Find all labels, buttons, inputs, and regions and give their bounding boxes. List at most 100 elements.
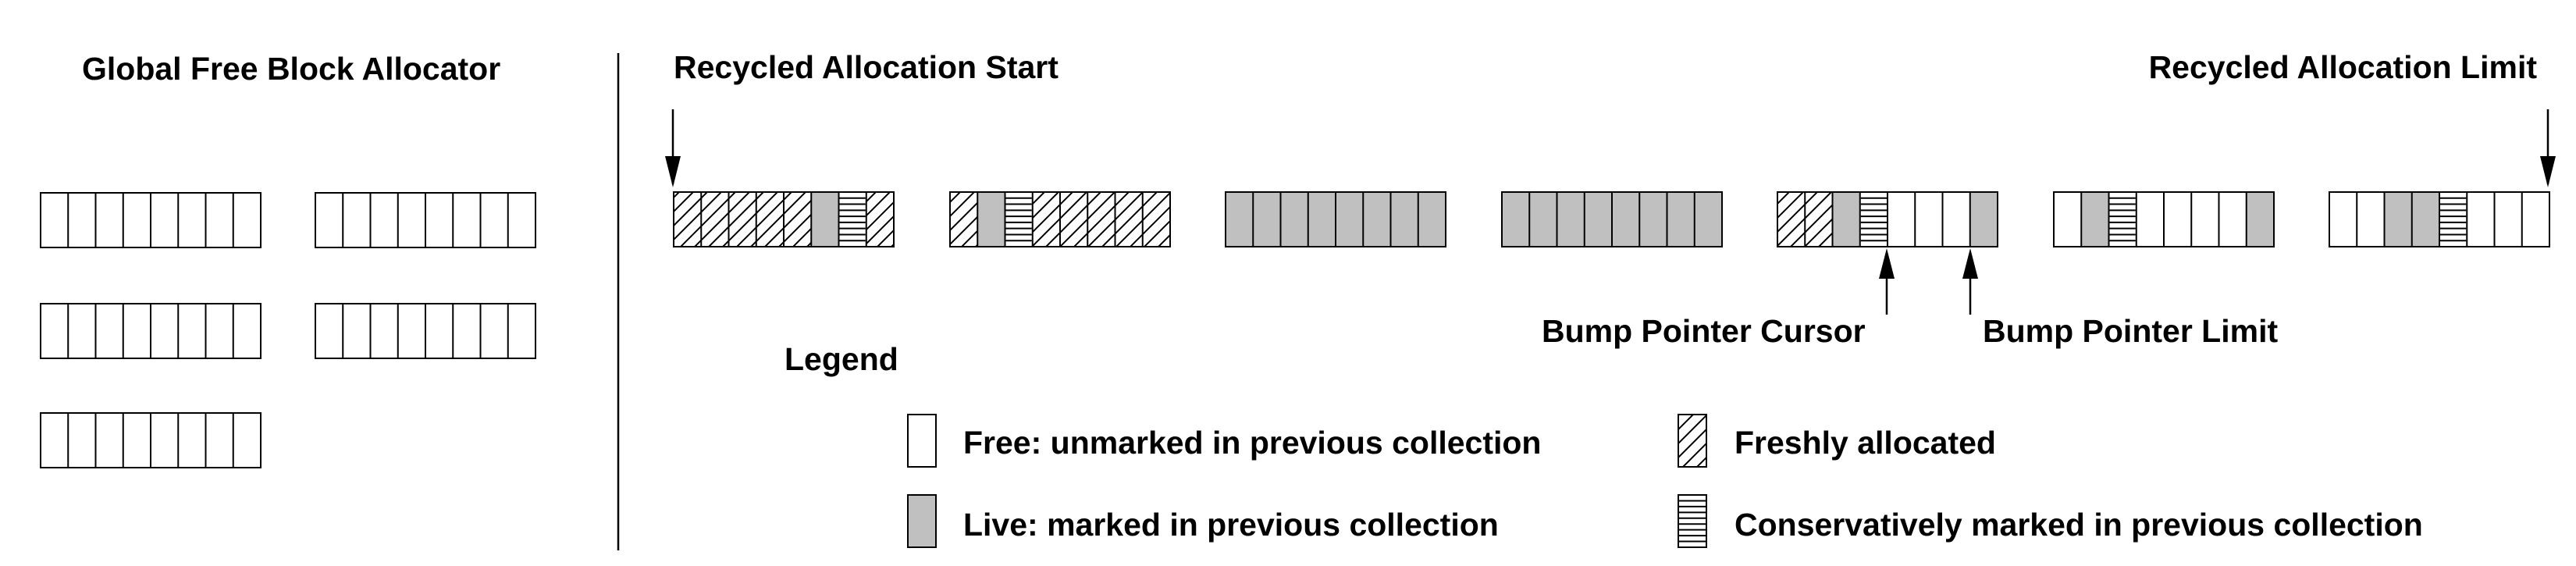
line-cell-free	[2054, 192, 2082, 247]
line-cell-fresh	[1777, 192, 1806, 247]
line-cell-free	[2136, 192, 2164, 247]
recycled-block-list	[673, 191, 2550, 247]
legend-label-free: Free: unmarked in previous collection	[963, 425, 1541, 461]
bump-pointer-cursor-label: Bump Pointer Cursor	[1542, 313, 1866, 349]
line-cell-live	[2246, 192, 2274, 247]
line-cell-free	[68, 193, 96, 247]
legend-item-fresh: Freshly allocated	[1678, 414, 1996, 468]
free-block	[315, 192, 536, 248]
line-cell-free	[480, 304, 508, 358]
line-cell-live	[1390, 192, 1418, 247]
line-cell-free	[123, 193, 151, 247]
line-cell-free	[1915, 192, 1943, 247]
legend-swatch-conservative	[1678, 494, 1707, 548]
line-cell-live	[1584, 192, 1612, 247]
line-cell-free	[1888, 192, 1916, 247]
bump-pointer-cursor-arrow	[1879, 248, 1895, 315]
line-cell-live	[811, 192, 839, 247]
line-cell-free	[343, 193, 371, 247]
line-cell-live	[1832, 192, 1860, 247]
line-cell-free	[453, 193, 481, 247]
line-cell-free	[1942, 192, 1970, 247]
line-cell-live	[1418, 192, 1446, 247]
line-cell-free	[95, 304, 123, 358]
recycled-block	[1225, 191, 1446, 247]
line-cell-conservative	[1005, 192, 1033, 247]
line-cell-free	[2521, 192, 2549, 247]
line-cell-conservative	[838, 192, 866, 247]
line-cell-free	[95, 413, 123, 468]
line-cell-live	[1336, 192, 1364, 247]
line-cell-fresh	[1060, 192, 1088, 247]
line-cell-live	[1667, 192, 1695, 247]
line-cell-free	[233, 193, 261, 247]
free-block-list	[40, 192, 536, 468]
line-cell-fresh	[784, 192, 812, 247]
line-cell-live	[2411, 192, 2439, 247]
line-cell-fresh	[674, 192, 702, 247]
line-cell-live	[1502, 192, 1530, 247]
line-cell-free	[68, 413, 96, 468]
line-cell-live	[1308, 192, 1336, 247]
line-cell-fresh	[756, 192, 784, 247]
recycled-block	[949, 191, 1171, 247]
line-cell-live	[1969, 192, 1998, 247]
line-cell-free	[205, 413, 233, 468]
line-cell-free	[370, 304, 398, 358]
line-cell-free	[453, 304, 481, 358]
line-cell-fresh	[1032, 192, 1060, 247]
legend-item-conservative: Conservatively marked in previous collec…	[1678, 494, 2423, 548]
recycled-block	[2053, 191, 2275, 247]
line-cell-fresh	[1805, 192, 1833, 247]
line-cell-free	[315, 193, 343, 247]
line-cell-conservative	[2108, 192, 2137, 247]
legend-item-free: Free: unmarked in previous collection	[907, 414, 1541, 468]
global-free-block-allocator-title: Global Free Block Allocator	[82, 51, 500, 87]
recycled-allocation-start-label: Recycled Allocation Start	[674, 49, 1059, 85]
line-cell-free	[507, 193, 535, 247]
line-cell-free	[151, 304, 179, 358]
line-cell-free	[2494, 192, 2522, 247]
line-cell-free	[178, 413, 206, 468]
line-cell-fresh	[1115, 192, 1143, 247]
free-block	[40, 412, 262, 468]
line-cell-free	[205, 193, 233, 247]
line-cell-live	[1253, 192, 1281, 247]
line-cell-live	[2081, 192, 2109, 247]
recycled-allocation-limit-label: Recycled Allocation Limit	[2149, 49, 2538, 85]
line-cell-free	[2357, 192, 2385, 247]
line-cell-fresh	[728, 192, 756, 247]
line-cell-free	[178, 304, 206, 358]
line-cell-free	[95, 193, 123, 247]
line-cell-live	[1557, 192, 1585, 247]
legend-title: Legend	[785, 341, 898, 377]
recycled-block	[2329, 191, 2550, 247]
line-cell-free	[68, 304, 96, 358]
recycled-block	[1501, 191, 1723, 247]
line-cell-free	[151, 193, 179, 247]
line-cell-live	[1639, 192, 1667, 247]
line-cell-free	[425, 193, 454, 247]
line-cell-free	[123, 413, 151, 468]
legend-label-conservative: Conservatively marked in previous collec…	[1735, 507, 2423, 543]
line-cell-free	[41, 304, 69, 358]
line-cell-free	[233, 413, 261, 468]
line-cell-fresh	[1142, 192, 1170, 247]
line-cell-free	[2191, 192, 2219, 247]
free-block	[315, 303, 536, 359]
legend-label-live: Live: marked in previous collection	[963, 507, 1499, 543]
line-cell-live	[1694, 192, 1722, 247]
line-cell-live	[1363, 192, 1391, 247]
legend-item-live: Live: marked in previous collection	[907, 494, 1499, 548]
line-cell-fresh	[701, 192, 729, 247]
line-cell-free	[178, 193, 206, 247]
line-cell-live	[1529, 192, 1557, 247]
line-cell-live	[1280, 192, 1308, 247]
line-cell-free	[205, 304, 233, 358]
line-cell-free	[41, 413, 69, 468]
line-cell-free	[315, 304, 343, 358]
line-cell-free	[397, 193, 425, 247]
line-cell-live	[1226, 192, 1254, 247]
